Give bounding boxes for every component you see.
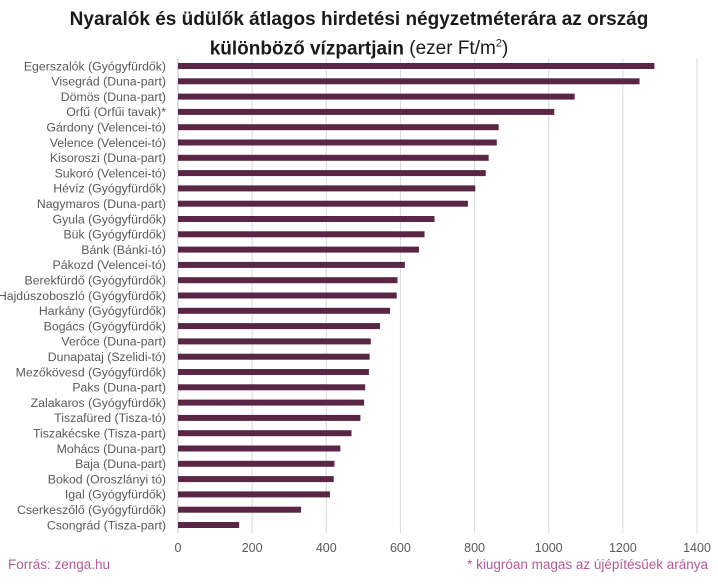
- bar: [178, 307, 391, 314]
- category-label: Gyula (Gyógyfürdők): [53, 212, 166, 226]
- bar: [178, 200, 468, 207]
- bar: [178, 384, 366, 391]
- category-label: Verőce (Duna-part): [61, 335, 166, 349]
- x-tick-label: 1200: [609, 541, 637, 555]
- bar: [178, 460, 335, 467]
- category-label: Berekfürdő (Gyógyfürdők): [25, 274, 166, 288]
- category-label: Dunapataj (Szelidi-tó): [48, 350, 166, 364]
- x-tick-label: 800: [464, 541, 485, 555]
- bar: [178, 63, 655, 69]
- category-label: Mohács (Duna-part): [57, 442, 166, 456]
- bar: [178, 108, 555, 115]
- category-label: Orfű (Orfűi tavak)*: [66, 105, 166, 119]
- bar: [178, 353, 370, 360]
- category-label: Hévíz (Gyógyfürdők): [53, 182, 166, 196]
- x-tick-label: 200: [242, 541, 263, 555]
- bar: [178, 185, 476, 192]
- bar: [178, 476, 334, 483]
- bar: [178, 323, 381, 330]
- category-label: Visegrád (Duna-part): [51, 75, 166, 89]
- category-label: Mezőkövesd (Gyógyfürdők): [16, 365, 166, 379]
- bar: [178, 338, 371, 345]
- category-label: Velence (Velencei-tó): [50, 136, 166, 150]
- bar: [178, 261, 405, 268]
- category-label: Gárdony (Velencei-tó): [46, 121, 166, 135]
- bar: [178, 246, 419, 253]
- bar: [178, 154, 489, 161]
- bar: [178, 506, 302, 513]
- category-label: Egerszalók (Gyógyfürdők): [24, 59, 166, 73]
- category-label: Bokod (Oroszlányi tó): [48, 472, 166, 486]
- bar: [178, 491, 330, 498]
- bar: [178, 216, 435, 222]
- category-label: Bük (Gyógyfürdők): [63, 228, 166, 242]
- bar: [178, 277, 398, 284]
- category-label: Kisoroszi (Duna-part): [50, 151, 166, 165]
- bar: [178, 399, 365, 406]
- title-unit: (ezer Ft/m2): [403, 38, 509, 60]
- category-label: Harkány (Gyógyfürdők): [39, 304, 166, 318]
- category-label: Cserkeszőlő (Gyógyfürdők): [17, 503, 166, 517]
- x-tick-label: 400: [316, 541, 337, 555]
- x-tick-label: 600: [390, 541, 411, 555]
- bar: [178, 522, 240, 528]
- category-label: Dömös (Duna-part): [61, 90, 166, 104]
- category-label: Paks (Duna-part): [72, 381, 166, 395]
- bar: [178, 139, 497, 146]
- category-label: Bánk (Bánki-tó): [81, 243, 166, 257]
- x-tick-label: 0: [175, 541, 182, 555]
- x-tick-label: 1400: [683, 541, 711, 555]
- category-label: Tiszafüred (Tisza-tó): [54, 411, 166, 425]
- bar: [178, 414, 361, 421]
- x-tick-label: 1000: [535, 541, 563, 555]
- chart-title: Nyaralók és üdülők átlagos hirdetési nég…: [0, 8, 718, 61]
- category-label: Tiszakécske (Tisza-part): [33, 427, 166, 441]
- bar: [178, 231, 425, 238]
- bar: [178, 78, 640, 85]
- footnote: * kiugróan magas az újépítésűek aránya: [467, 557, 708, 572]
- bar: [178, 170, 486, 177]
- category-label: Zalakaros (Gyógyfürdők): [31, 396, 166, 410]
- source-note: Forrás: zenga.hu: [8, 557, 111, 572]
- bar: [178, 292, 397, 299]
- bar: [178, 93, 575, 100]
- bar: [178, 124, 499, 131]
- category-label: Igal (Gyógyfürdők): [65, 488, 166, 502]
- bar: [178, 369, 369, 375]
- title-line-2: különböző vízpartjain (ezer Ft/m2): [209, 38, 509, 60]
- category-label: Nagymaros (Duna-part): [37, 197, 166, 211]
- category-label: Pákozd (Velencei-tó): [53, 258, 166, 272]
- category-label: Baja (Duna-part): [75, 457, 166, 471]
- category-label: Bogács (Gyógyfürdők): [44, 319, 166, 333]
- category-label: Hajdúszoboszló (Gyógyfürdők): [0, 289, 166, 303]
- category-label: Csongrád (Tisza-part): [47, 518, 166, 532]
- category-label: Sukoró (Velencei-tó): [55, 166, 166, 180]
- bar: [178, 445, 341, 452]
- bar: [178, 430, 352, 437]
- title-line-1: Nyaralók és üdülők átlagos hirdetési nég…: [69, 9, 649, 30]
